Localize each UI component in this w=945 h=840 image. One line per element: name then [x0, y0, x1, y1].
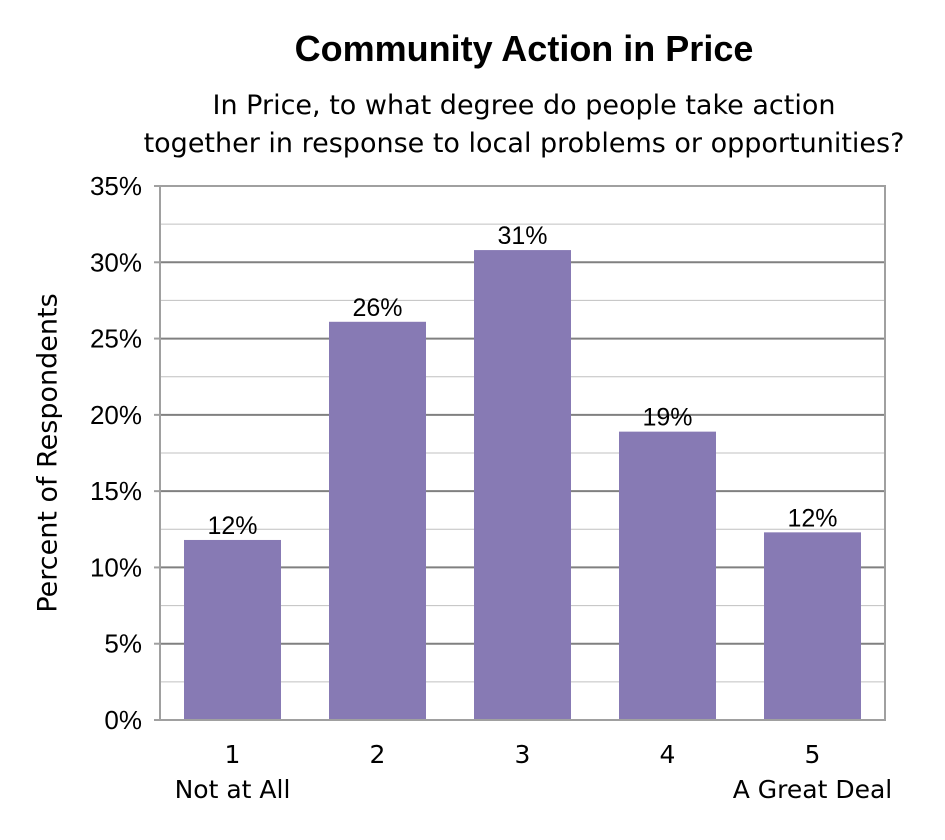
bar — [764, 532, 861, 720]
y-tick-label: 0% — [104, 705, 142, 735]
chart-title: Community Action in Price — [294, 28, 754, 69]
chart-subtitle-line-1: In Price, to what degree do people take … — [212, 90, 836, 121]
bar — [329, 321, 426, 720]
x-tick-label: 3 — [515, 740, 531, 769]
y-tick-label: 30% — [90, 247, 142, 277]
data-label: 26% — [352, 294, 402, 322]
bar — [474, 250, 571, 720]
x-axis-ticks: 1 Not at All 2 3 4 5 A Great Deal — [175, 740, 893, 804]
x-tick-label: 5 — [805, 740, 821, 769]
bar — [184, 539, 281, 720]
y-tick-label: 5% — [104, 629, 142, 659]
y-tick-label: 35% — [90, 171, 142, 201]
bars — [184, 250, 861, 720]
x-tick-sublabel: Not at All — [175, 775, 291, 804]
data-label: 12% — [207, 512, 257, 540]
x-tick-label: 1 — [225, 740, 241, 769]
bar — [619, 431, 716, 720]
data-label: 12% — [787, 504, 837, 532]
x-tick-label: 4 — [660, 740, 676, 769]
x-tick-label: 2 — [370, 740, 386, 769]
plot-area-border — [159, 185, 886, 721]
y-axis-ticks: 0% 5% 10% 15% 20% 25% 30% 35% — [90, 171, 160, 735]
data-labels: 12% 26% 31% 19% 12% — [207, 222, 837, 540]
data-label: 19% — [642, 404, 692, 432]
y-tick-label: 25% — [90, 324, 142, 354]
y-tick-label: 15% — [90, 476, 142, 506]
chart-subtitle-line-2: together in response to local problems o… — [143, 128, 905, 159]
y-tick-label: 10% — [90, 552, 142, 582]
data-label: 31% — [497, 222, 547, 250]
y-tick-label: 20% — [90, 400, 142, 430]
x-tick-sublabel: A Great Deal — [733, 775, 893, 804]
